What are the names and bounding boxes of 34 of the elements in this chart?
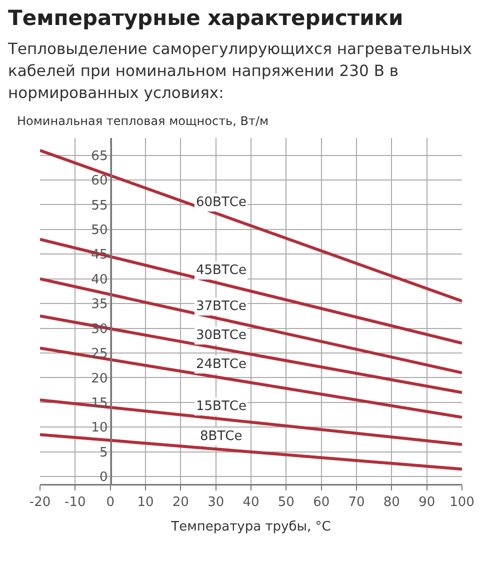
x-tick-label: 10: [137, 495, 154, 510]
x-tick-label: 60: [313, 495, 330, 510]
series-label: 30ВТСе: [196, 328, 246, 343]
x-tick-label: 50: [278, 495, 294, 510]
y-tick-label: 50: [91, 222, 108, 238]
y-axis-title: Номинальная тепловая мощность, Вт/м: [17, 114, 269, 128]
x-tick-label: -10: [64, 495, 86, 510]
y-tick-label: 10: [91, 420, 108, 436]
y-tick-label: 20: [91, 371, 108, 386]
y-tick-label: 40: [91, 272, 108, 288]
y-tick-label: 5: [99, 445, 108, 460]
y-tick-label: 55: [91, 198, 108, 214]
x-tick-label: 90: [418, 495, 436, 510]
x-axis-title: Температура трубы, °C: [170, 519, 331, 534]
x-tick-label: 70: [348, 495, 365, 510]
series-label: 45ВТСе: [196, 263, 246, 278]
series-label: 8ВТСе: [200, 429, 242, 444]
x-tick-label: 40: [242, 495, 260, 510]
x-tick-label: 100: [450, 495, 474, 510]
series-label: 24ВТСе: [196, 357, 246, 372]
x-tick-label: -20: [29, 495, 51, 510]
y-tick-label: 65: [91, 148, 108, 164]
chart-subtitle: Тепловыделение саморегулирующихся нагревательных кабелей при номинальном напряжении 230 В в нормированных условиях:: [8, 39, 473, 104]
series-label: 15ВТСе: [196, 399, 246, 414]
y-tick-label: 60: [91, 174, 108, 189]
x-tick-label: 80: [383, 495, 400, 510]
series-label: 60ВТСе: [196, 195, 246, 210]
x-tick-label: 20: [172, 495, 189, 510]
y-tick-label: 35: [91, 297, 108, 312]
chart-title: Температурные характеристики: [8, 6, 404, 30]
x-tick-label: 30: [208, 495, 224, 510]
series-label: 37ВТСе: [196, 299, 246, 314]
y-tick-label: 0: [99, 470, 108, 486]
y-tick-label: 15: [91, 396, 108, 411]
